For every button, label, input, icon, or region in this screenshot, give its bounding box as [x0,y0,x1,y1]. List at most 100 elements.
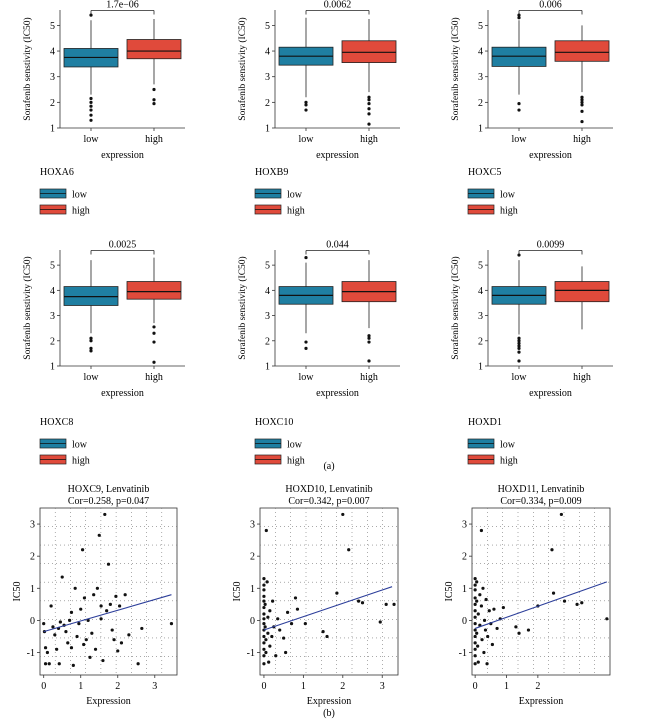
y-tick-label: 3 [478,72,483,83]
x-tick-label: high [573,372,591,383]
data-point [575,602,579,606]
outlier-point [304,255,308,260]
data-point [262,588,266,592]
y-tick-label: 2 [478,336,483,347]
y-axis-label: IC50 [12,582,23,602]
outlier-point [304,340,308,344]
data-point [266,615,270,619]
y-tick-label: 2 [30,552,35,563]
data-point [271,599,275,603]
data-point [49,604,53,608]
y-axis-label: IC50 [444,582,455,602]
data-point [75,634,79,639]
data-point [99,604,103,608]
data-point [475,580,479,584]
outlier-point [89,336,93,340]
outlier-point [152,325,156,329]
y-tick-label: 3 [250,520,255,531]
data-point [116,649,120,653]
data-point [47,662,51,666]
data-point [262,641,266,645]
data-point [265,580,269,584]
legend-title: HOXC10 [255,417,293,428]
y-tick-label: 1 [50,124,55,135]
data-point [485,662,489,666]
outlier-point [89,104,93,108]
y-tick-label: 5 [478,261,483,272]
data-point [80,548,85,552]
data-point [550,548,554,552]
y-tick-label: -1 [27,648,35,659]
data-point [119,641,124,645]
data-point [101,658,105,663]
data-point [262,647,266,651]
plot-subtitle: Cor=0.258, p=0.047 [68,496,149,507]
y-axis-label: Sorafenib senstivity (IC50) [450,256,461,359]
plot-subtitle: Cor=0.342, p=0.007 [288,496,369,507]
x-tick-label: 3 [380,681,385,692]
outlier-point [580,98,584,102]
y-tick-label: 3 [30,520,35,531]
plot-frame [39,507,178,676]
data-point [97,533,101,537]
y-tick-label: 4 [265,47,270,58]
data-point [108,602,112,606]
outlier-point [367,122,371,126]
y-tick-label: 4 [478,286,483,297]
outlier-point [89,96,93,101]
y-tick-label: 3 [462,520,467,531]
x-tick-label: high [145,372,163,383]
outlier-point [89,100,93,104]
data-point [264,650,268,655]
plot-title: HOXD11, Lenvatinib [498,484,585,495]
x-axis-label: Expression [519,696,563,707]
data-point [360,601,365,605]
data-point [559,512,563,517]
x-tick-label: 2 [535,681,540,692]
data-point [264,528,268,533]
y-tick-label: 3 [265,72,270,83]
data-point [127,633,131,637]
outlier-point [367,112,371,116]
data-point [480,638,484,642]
box-high [126,281,182,300]
y-tick-label: 0 [250,616,255,627]
data-point [84,638,88,642]
data-point [88,655,92,659]
y-tick-label: 3 [265,311,270,322]
y-tick-label: 5 [265,21,270,32]
data-point [501,605,505,610]
data-point [282,636,286,640]
outlier-point [367,107,371,111]
data-point [43,646,48,650]
data-point [262,617,266,621]
plot-frame [259,507,399,676]
data-point [605,617,609,621]
data-point [487,609,491,613]
panel-a-label: (a) [323,461,334,472]
scatter-hoxd10: 0 1 2 3 -1 0 1 2 3 IC50 Expression HOXD10, Lenvatin… [232,484,399,707]
x-tick-label: low [512,372,528,383]
data-point [473,634,477,639]
y-tick-label: 1 [50,362,55,373]
outlier-point [517,253,521,257]
outlier-point [152,87,156,92]
data-point [476,644,480,648]
box-high [554,281,610,303]
outlier-point [517,13,521,17]
data-point [289,622,294,626]
legend-title: HOXC5 [468,167,501,178]
outlier-point [304,100,308,104]
data-point [264,638,268,642]
data-point [479,528,484,533]
data-point [262,594,266,598]
data-point [136,662,140,666]
y-tick-label: 2 [478,98,483,109]
outlier-point [89,108,93,112]
y-tick-label: 2 [250,552,255,563]
x-tick-label: 2 [115,681,120,692]
data-point [118,604,122,608]
box-high [126,39,182,60]
